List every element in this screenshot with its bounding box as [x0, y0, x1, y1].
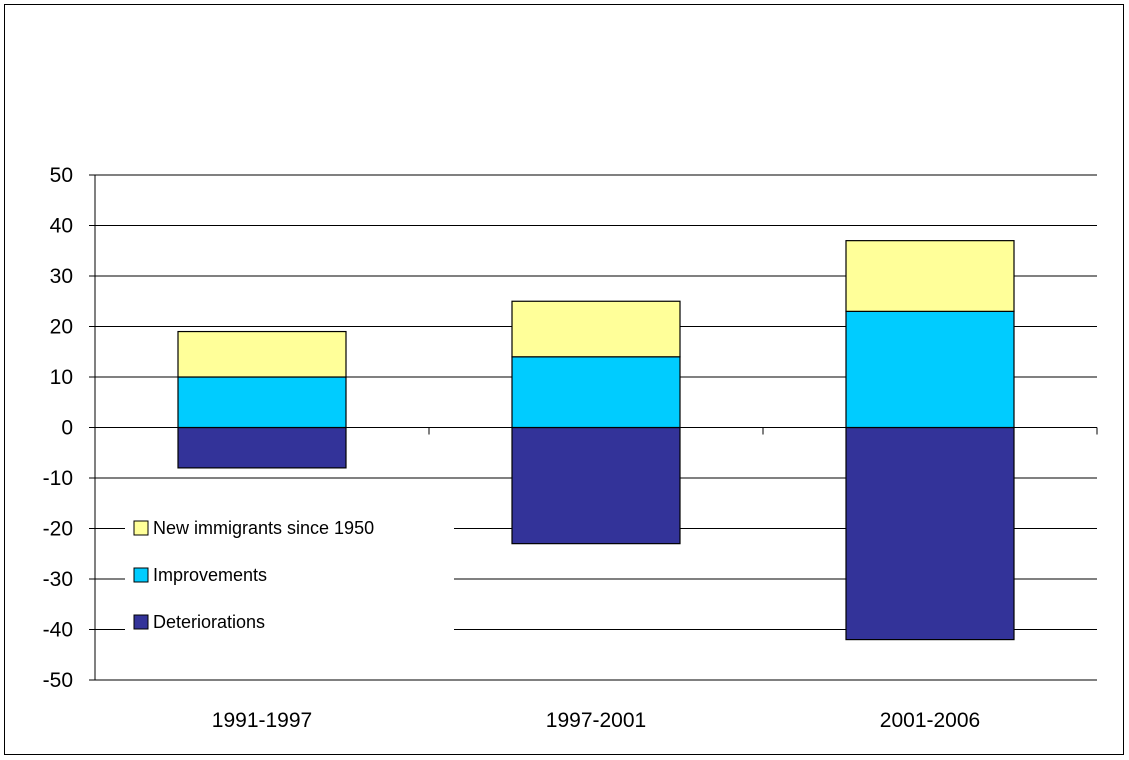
bar-deteriorations-2001-2006 [845, 426, 1015, 641]
y-tick-label: -20 [43, 518, 73, 541]
bar-deteriorations-1991-1997 [177, 426, 347, 469]
bar-improvements-1991-1997 [177, 376, 347, 429]
bar-improvements-2001-2006 [845, 310, 1015, 429]
legend-swatch [133, 567, 149, 583]
bar-deteriorations-1997-2001 [511, 426, 681, 545]
legend-swatch [133, 520, 149, 536]
legend-label: Improvements [153, 565, 267, 585]
y-tick-label: 50 [50, 164, 73, 187]
legend: New immigrants since 1950 Improvements Det… [125, 510, 454, 646]
bar-new-immigrants-since-1950-2001-2006 [845, 240, 1015, 312]
y-tick-label: -10 [43, 467, 73, 490]
y-tick-label: 20 [50, 316, 73, 339]
y-tick-label: 40 [50, 215, 73, 238]
bar-new-immigrants-since-1950-1997-2001 [511, 300, 681, 358]
bars [177, 240, 1015, 641]
x-tick-label: 1997-2001 [546, 709, 646, 732]
bar-improvements-1997-2001 [511, 356, 681, 429]
legend-label: Deteriorations [153, 612, 265, 632]
legend-swatch [133, 614, 149, 630]
x-tick-label: 1991-1997 [212, 709, 312, 732]
x-tick-labels: 1991-1997 1997-2001 2001-2006 [212, 709, 980, 732]
y-tick-label: 0 [61, 417, 73, 440]
y-tick-label: 30 [50, 265, 73, 288]
y-tick-label: -30 [43, 568, 73, 591]
y-tick-labels: 50 40 30 20 10 0 -10 -20 -30 -40 -50 [43, 164, 73, 692]
y-tick-label: -40 [43, 619, 73, 642]
x-tick-label: 2001-2006 [880, 709, 980, 732]
legend-background [125, 510, 454, 646]
y-tick-label: 10 [50, 366, 73, 389]
legend-label: New immigrants since 1950 [153, 518, 374, 538]
bar-new-immigrants-since-1950-1991-1997 [177, 330, 347, 378]
y-tick-label: -50 [43, 669, 73, 692]
